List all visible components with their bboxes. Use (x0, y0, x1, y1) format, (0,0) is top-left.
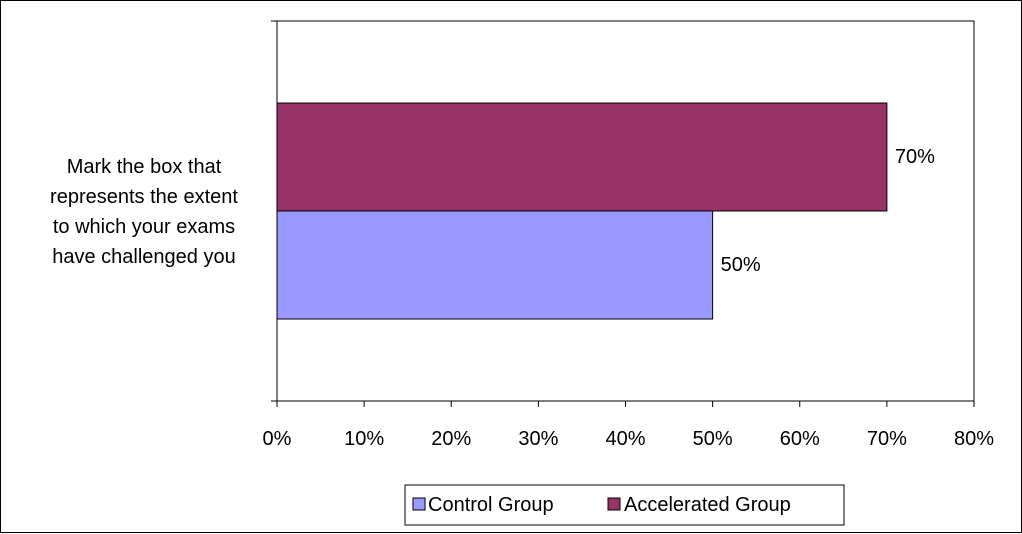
x-axis-ticks: 0% 10% 20% 30% 40% 50% 60% 70% 80% (263, 401, 994, 450)
legend-swatch-control-group (412, 497, 426, 511)
x-tick-label: 40% (605, 428, 645, 450)
x-tick-label: 20% (431, 428, 471, 450)
bar-control-group (276, 210, 714, 320)
legend-swatch-accelerated-group (607, 497, 621, 511)
category-label-line: have challenged you (52, 246, 235, 268)
legend-label-accelerated-group: Accelerated Group (624, 494, 791, 516)
category-label: Mark the box that represents the extent to… (50, 156, 238, 268)
bar-accelerated-group (276, 102, 888, 212)
category-label-line: Mark the box that (67, 156, 222, 178)
y-axis-ticks (271, 20, 277, 402)
data-label-control-group: 50% (721, 254, 761, 276)
x-tick-label: 50% (693, 428, 733, 450)
x-tick-label: 10% (344, 428, 384, 450)
category-label-line: represents the extent (50, 186, 238, 208)
data-labels: 50% 70% (721, 146, 935, 276)
x-tick-label: 70% (867, 428, 907, 450)
x-tick-label: 30% (518, 428, 558, 450)
x-tick-label: 60% (780, 428, 820, 450)
x-tick-label: 0% (263, 428, 292, 450)
x-tick-label: 80% (954, 428, 994, 450)
legend: Control Group Accelerated Group (404, 484, 845, 526)
legend-box (404, 484, 845, 526)
category-label-line: to which your exams (53, 216, 235, 238)
legend-label-control-group: Control Group (428, 494, 554, 516)
data-label-accelerated-group: 70% (895, 146, 935, 168)
bars (276, 102, 888, 320)
